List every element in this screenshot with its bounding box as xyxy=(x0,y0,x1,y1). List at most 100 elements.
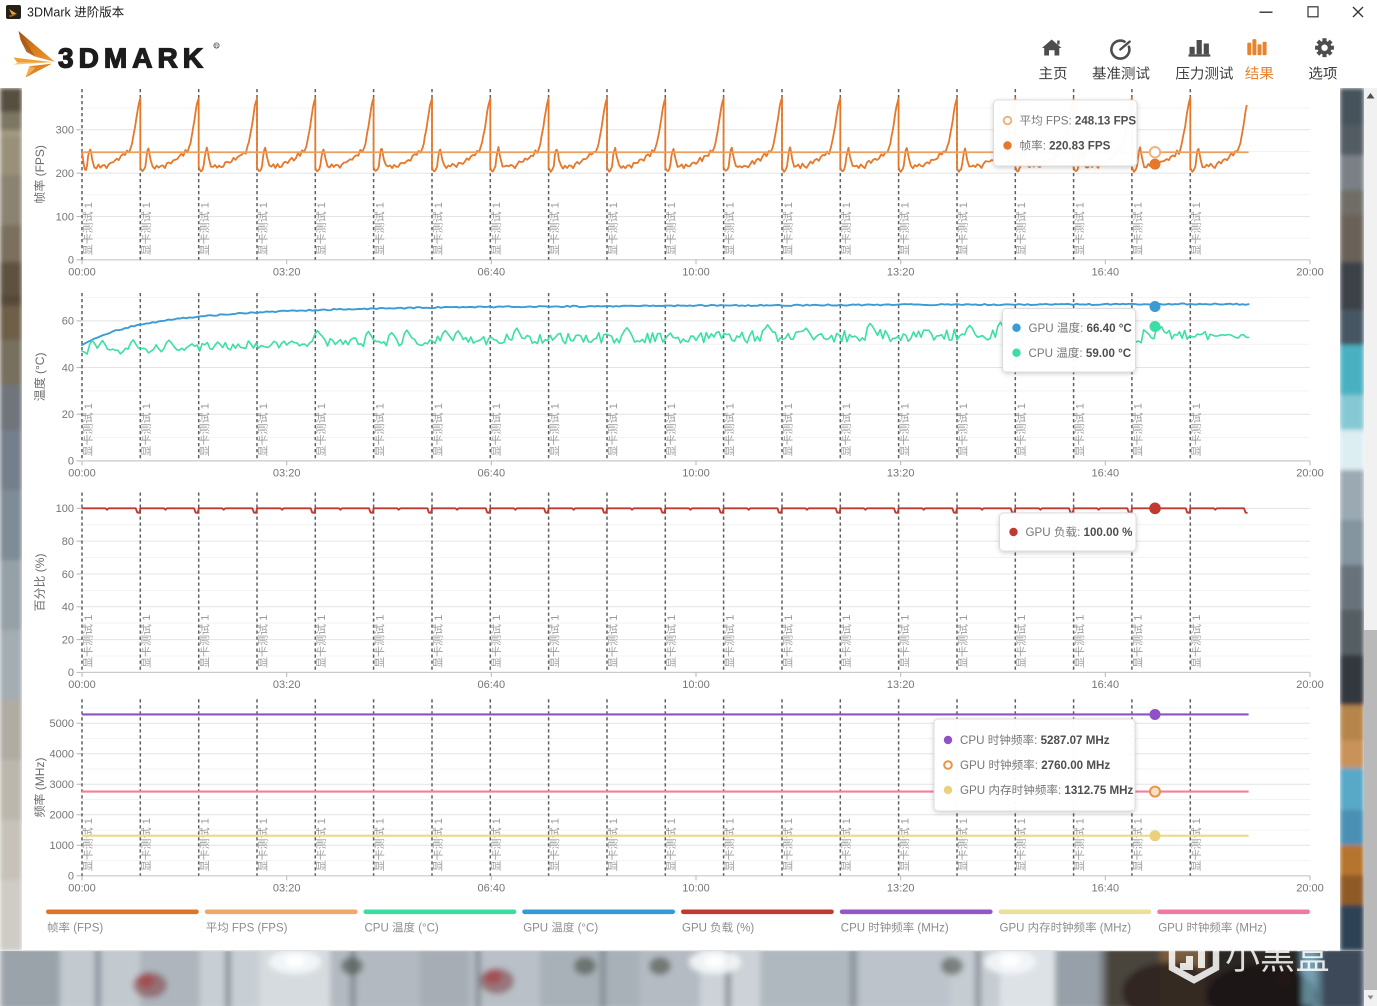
svg-text:1: 1 xyxy=(549,202,561,208)
svg-text:GPU: GPU xyxy=(1000,923,1028,935)
svg-text:1: 1 xyxy=(899,818,911,824)
svg-text:1: 1 xyxy=(316,818,328,824)
svg-text:1: 1 xyxy=(258,818,270,824)
svg-text:CPU: CPU xyxy=(365,923,392,935)
svg-text:248.13 FPS: 248.13 FPS xyxy=(1075,115,1136,128)
svg-text:1: 1 xyxy=(200,615,212,621)
svg-text:100: 100 xyxy=(56,211,74,223)
svg-text:10:00: 10:00 xyxy=(682,882,710,894)
svg-text:1: 1 xyxy=(374,615,386,621)
svg-text:1: 1 xyxy=(374,403,386,409)
svg-text:1: 1 xyxy=(1191,818,1203,824)
svg-text:100: 100 xyxy=(56,503,74,515)
svg-text:13:20: 13:20 xyxy=(887,679,915,691)
svg-text:1: 1 xyxy=(1016,403,1028,409)
svg-text:1: 1 xyxy=(433,202,445,208)
svg-text:20: 20 xyxy=(62,634,74,646)
svg-text:(%): (%) xyxy=(736,923,754,935)
svg-text:1: 1 xyxy=(1133,615,1145,621)
svg-text:1: 1 xyxy=(1133,403,1145,409)
svg-text:0: 0 xyxy=(68,255,74,267)
svg-text:GPU: GPU xyxy=(682,923,710,935)
svg-text:20:00: 20:00 xyxy=(1296,882,1324,894)
svg-text:10:00: 10:00 xyxy=(682,467,710,479)
svg-text:3DMark: 3DMark xyxy=(27,6,74,20)
svg-text:00:00: 00:00 xyxy=(68,679,96,691)
svg-text:(FPS): (FPS) xyxy=(33,145,47,176)
svg-text:59.00 °C: 59.00 °C xyxy=(1086,347,1132,360)
svg-text:1: 1 xyxy=(433,615,445,621)
svg-text:13:20: 13:20 xyxy=(887,266,915,278)
svg-text:1: 1 xyxy=(83,818,95,824)
svg-text:1: 1 xyxy=(666,818,678,824)
svg-text::: : xyxy=(1077,526,1083,539)
svg-text:03:20: 03:20 xyxy=(273,467,301,479)
svg-text:20:00: 20:00 xyxy=(1296,266,1324,278)
svg-text:(MHz): (MHz) xyxy=(33,758,47,791)
svg-text:GPU: GPU xyxy=(1158,923,1186,935)
svg-text:1: 1 xyxy=(958,615,970,621)
svg-text:0: 0 xyxy=(68,871,74,883)
svg-text::: : xyxy=(1079,347,1085,360)
svg-text:CPU: CPU xyxy=(1029,347,1057,360)
svg-text:03:20: 03:20 xyxy=(273,266,301,278)
svg-text::: : xyxy=(1035,759,1041,772)
svg-text:1: 1 xyxy=(783,403,795,409)
svg-text:1: 1 xyxy=(608,615,620,621)
svg-text:(%): (%) xyxy=(33,554,47,573)
svg-text:FPS:: FPS: xyxy=(1046,115,1075,128)
svg-text:5000: 5000 xyxy=(50,718,74,730)
svg-text:1: 1 xyxy=(83,403,95,409)
svg-text:(MHz): (MHz) xyxy=(917,923,948,935)
svg-text:0: 0 xyxy=(68,667,74,679)
svg-text:FPS (FPS): FPS (FPS) xyxy=(232,923,288,935)
svg-text:20: 20 xyxy=(62,409,74,421)
svg-text:1: 1 xyxy=(666,202,678,208)
svg-text:1: 1 xyxy=(783,202,795,208)
svg-text:GPU: GPU xyxy=(523,923,551,935)
svg-text:(°C): (°C) xyxy=(578,923,599,935)
svg-text:1: 1 xyxy=(316,202,328,208)
svg-text:1: 1 xyxy=(491,818,503,824)
svg-text:06:40: 06:40 xyxy=(478,266,506,278)
svg-text:1: 1 xyxy=(724,818,736,824)
svg-text:1: 1 xyxy=(666,403,678,409)
svg-text:1: 1 xyxy=(608,202,620,208)
svg-text:03:20: 03:20 xyxy=(273,882,301,894)
svg-text:60: 60 xyxy=(62,569,74,581)
svg-text:1: 1 xyxy=(258,202,270,208)
svg-text:1: 1 xyxy=(899,403,911,409)
svg-text:20:00: 20:00 xyxy=(1296,679,1324,691)
svg-text:1: 1 xyxy=(724,403,736,409)
svg-text:1: 1 xyxy=(549,818,561,824)
svg-text:06:40: 06:40 xyxy=(478,679,506,691)
svg-text:66.40 °C: 66.40 °C xyxy=(1087,322,1133,335)
svg-text:00:00: 00:00 xyxy=(68,467,96,479)
svg-text:1: 1 xyxy=(1191,202,1203,208)
svg-text:1: 1 xyxy=(958,202,970,208)
svg-text:1: 1 xyxy=(1074,403,1086,409)
svg-text:3000: 3000 xyxy=(50,779,74,791)
svg-text:2760.00 MHz: 2760.00 MHz xyxy=(1041,759,1110,772)
svg-text:1: 1 xyxy=(83,202,95,208)
svg-text:06:40: 06:40 xyxy=(478,882,506,894)
svg-text:1: 1 xyxy=(724,202,736,208)
svg-text:1: 1 xyxy=(141,202,153,208)
svg-text:1: 1 xyxy=(1016,202,1028,208)
svg-text:60: 60 xyxy=(62,316,74,328)
svg-text:200: 200 xyxy=(56,168,74,180)
svg-text:1: 1 xyxy=(258,615,270,621)
svg-text:(MHz): (MHz) xyxy=(1100,923,1131,935)
svg-text:1: 1 xyxy=(724,615,736,621)
svg-text:1: 1 xyxy=(549,615,561,621)
svg-text:1: 1 xyxy=(141,818,153,824)
svg-text:1000: 1000 xyxy=(50,840,74,852)
svg-text:80: 80 xyxy=(62,536,74,548)
svg-text:GPU: GPU xyxy=(1029,322,1057,335)
svg-text:16:40: 16:40 xyxy=(1092,467,1120,479)
svg-text:03:20: 03:20 xyxy=(273,679,301,691)
svg-text:2000: 2000 xyxy=(50,810,74,822)
svg-text:1: 1 xyxy=(1133,818,1145,824)
svg-text:16:40: 16:40 xyxy=(1092,679,1120,691)
svg-text:1: 1 xyxy=(374,818,386,824)
